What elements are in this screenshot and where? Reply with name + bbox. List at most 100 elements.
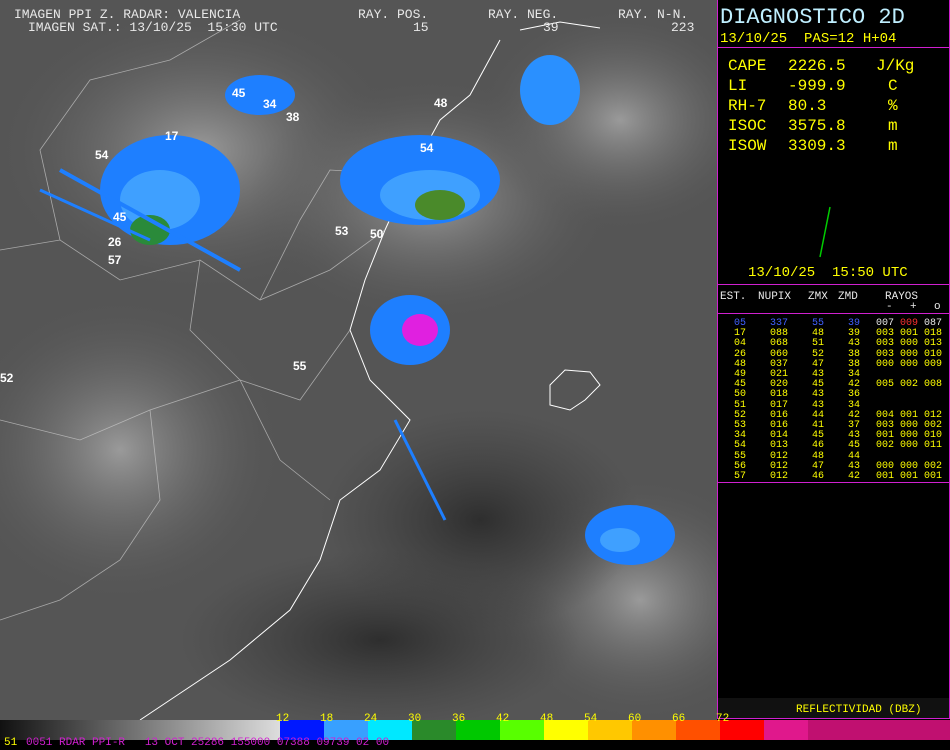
column-header: EST. [720,291,747,303]
table-cell: 38 [848,348,861,360]
scale-label: 48 [540,713,554,725]
table-cell: 34 [848,399,861,411]
scale-band [412,720,456,740]
index-value: 3575.8 [788,117,846,135]
counter-value: 15 [413,20,429,35]
table-cell: 37 [848,420,861,431]
scale-label: 42 [496,713,510,725]
scale-label: 30 [408,713,422,725]
table-cell: 000 [900,348,919,360]
table-cell: 037 [770,358,789,370]
table-cell: 05 [734,318,747,329]
storm-id: 17 [165,129,179,143]
table-cell: 010 [924,430,943,442]
table-cell: 002 [876,440,895,452]
scale-band [632,720,676,740]
header-subtitle: IMAGEN SAT.: 13/10/25 15:30 UTC [28,20,278,35]
table-cell: 014 [770,430,789,442]
storm-id: 26 [108,235,122,249]
table-cell: 002 [900,379,919,391]
table-cell: 087 [924,318,943,329]
table-cell: 009 [900,318,919,329]
table-cell: 53 [734,420,747,431]
storm-id: 55 [293,359,307,373]
footer-text: 0051 RDAR PPI-R 13 OCT 25286 155000 0738… [26,737,390,749]
table-cell: 003 [876,420,895,431]
table-cell: 003 [876,328,895,340]
table-cell: 012 [770,471,789,482]
table-cell: 50 [734,389,747,401]
table-cell: 001 [876,430,895,442]
table-cell: 002 [924,460,943,472]
legend-title: REFLECTIVIDAD (DBZ) [796,704,922,716]
scale-label: 36 [452,713,466,725]
table-cell: 38 [848,358,861,370]
table-cell: 004 [876,409,895,421]
table-cell: 26 [734,348,747,360]
table-cell: 55 [734,450,747,462]
table-cell: 020 [770,379,789,391]
counter-label: RAY. N-N. [618,7,689,22]
table-cell: 51 [812,338,825,350]
diagnostic-panel: DIAGNOSTICO 2D 13/10/25 PAS=12 H+04 CAPE… [717,0,950,719]
table-cell: 009 [924,358,943,370]
scale-band [544,720,588,740]
scale-label: 72 [716,713,730,725]
counter-value: 39 [543,20,559,35]
storm-id: 34 [263,97,277,111]
footer-id: 51 [4,737,18,749]
storm-id: 57 [108,253,122,267]
table-cell: 45 [734,379,747,391]
index-unit: m [888,137,898,155]
table-cell: 44 [848,450,861,462]
scale-band [808,720,950,740]
table-cell: 52 [734,409,747,421]
table-cell: 001 [924,471,943,482]
table-cell: 018 [924,328,943,340]
table-cell: 021 [770,369,789,380]
table-cell: 017 [770,399,789,411]
table-cell: 007 [876,318,895,329]
table-cell: 43 [848,460,861,472]
scale-band [588,720,632,740]
index-value: 2226.5 [788,57,846,75]
scale-band [676,720,720,740]
table-cell: 42 [848,409,861,421]
table-cell: 43 [848,430,861,442]
counter-value: 223 [671,20,695,35]
table-cell: 000 [876,460,895,472]
storm-id: 38 [286,110,300,124]
storm-id: 45 [113,210,127,224]
scale-label: 66 [672,713,686,725]
index-value: 80.3 [788,97,827,115]
radar-echoes [39,55,675,565]
table-cell: 001 [900,471,919,482]
index-value: -999.9 [788,77,846,95]
table-cell: 34 [734,430,747,442]
wind-barb [819,206,831,258]
table-cell: 003 [876,348,895,360]
table-cell: 44 [812,409,825,421]
table-cell: 012 [770,450,789,462]
table-cell: 42 [848,379,861,391]
table-cell: 060 [770,348,789,360]
table-cell: 55 [812,318,825,329]
rayos-header: + [910,301,917,313]
table-cell: 000 [900,440,919,452]
storm-id: 52 [0,371,14,385]
scale-band [764,720,808,740]
rayos-header: o [934,301,941,313]
scale-label: 54 [584,713,598,725]
table-cell: 47 [812,358,825,370]
table-cell: 04 [734,338,747,350]
table-cell: 48 [812,450,825,462]
table-cell: 49 [734,369,747,380]
column-header: ZMX [808,291,828,303]
index-unit: m [888,117,898,135]
table-cell: 013 [924,338,943,350]
column-header: NUPIX [758,291,792,303]
table-cell: 54 [734,440,747,452]
scale-band [280,720,324,740]
table-cell: 47 [812,460,825,472]
table-cell: 56 [734,460,747,472]
